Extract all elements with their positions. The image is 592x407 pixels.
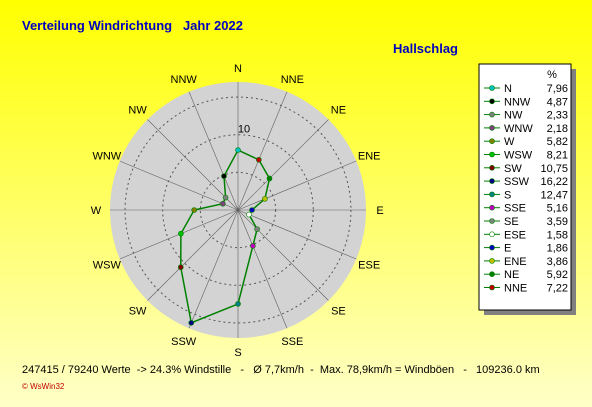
legend-swatch [489,165,495,171]
wind-point [191,207,197,213]
legend-value: 12,47 [540,189,568,201]
legend-label: W [504,136,515,148]
direction-label: NNE [281,74,304,86]
credit: © WsWin32 [22,382,65,391]
r-tick-label: 10 [238,124,250,136]
legend-label: WNW [504,123,533,135]
spoke [237,209,329,301]
legend-box [478,63,572,311]
legend-swatch [489,111,495,118]
direction-label: S [234,347,241,359]
legend-value: 1,58 [547,229,568,241]
wind-point [250,243,256,249]
chart-subtitle: Hallschlag [393,41,458,56]
direction-label: WNW [92,151,121,163]
wind-point [254,226,260,232]
legend-swatch [489,218,495,224]
legend-value: 2,18 [547,123,568,135]
spoke [147,209,239,301]
legend-label: E [504,243,511,255]
spoke [237,119,329,211]
spoke [119,160,239,211]
spoke [237,160,357,211]
legend-value: 5,16 [547,203,568,215]
legend-label: NNW [504,96,531,108]
direction-label: SSW [171,336,197,348]
footer: 247415 / 79240 Werte -> 24.3% Windstille… [22,364,540,376]
legend-value: 7,96 [547,83,568,95]
legend-label: WSW [504,150,533,162]
direction-label: ESE [358,259,380,271]
direction-label: E [376,205,383,217]
spoke [147,119,239,211]
legend-label: ESE [504,229,526,241]
legend-label: N [504,83,512,95]
legend-swatch [489,271,495,278]
legend-label: S [504,189,511,201]
wind-point [222,194,229,201]
wind-point [235,301,241,307]
legend-swatch [489,258,495,264]
direction-label: WSW [93,259,122,271]
legend-label: SE [504,216,519,228]
legend-value: 8,21 [547,150,568,162]
legend-label: SW [504,163,522,175]
direction-label: SE [331,305,346,317]
legend-label: NNE [504,283,527,295]
wind-point [246,211,252,218]
direction-label: ENE [358,151,381,163]
direction-label: W [91,205,102,217]
direction-label: SW [129,305,147,317]
direction-label: NW [128,105,147,117]
legend-label: SSE [504,203,526,215]
spoke [188,91,239,211]
legend-swatch [489,85,495,91]
legend-swatch [489,98,495,105]
spoke [188,209,239,329]
wind-point [256,156,262,163]
legend-swatch [489,244,495,251]
legend-swatch [489,125,495,131]
legend-swatch [489,178,495,184]
spoke [237,209,288,329]
legend-value: 3,59 [547,216,568,228]
legend-value: 3,86 [547,256,568,268]
legend-label: NW [504,110,523,122]
legend-value: 5,92 [547,269,568,281]
wind-point [177,264,184,271]
legend-swatch [489,231,495,238]
legend-value: 16,22 [540,176,568,188]
legend-swatch [489,191,495,198]
legend-label: SSW [504,176,530,188]
wind-point [221,173,227,179]
legend-swatch [489,138,495,144]
spoke [237,209,357,260]
legend-swatch [489,151,495,158]
wind-point [178,230,184,237]
direction-label: NNW [171,74,198,86]
legend-value: 4,87 [547,96,568,108]
wind-point [188,320,195,326]
legend-label: ENE [504,256,527,268]
direction-label: N [234,63,242,75]
legend-value: 10,75 [540,163,568,175]
wind-point [220,200,226,207]
spoke [237,91,288,211]
legend-value: 1,86 [547,243,568,255]
wind-point [249,207,255,213]
direction-label: SSE [281,336,303,348]
legend-value: 7,22 [547,283,568,295]
legend-swatch [489,204,495,211]
legend-value: 5,82 [547,136,568,148]
legend-header: % [547,69,557,81]
wind-point [266,175,273,182]
wind-point [262,196,268,202]
direction-label: NE [331,105,346,117]
wind-point [235,147,241,153]
legend-label: NE [504,269,519,281]
legend-value: 2,33 [547,110,568,122]
chart-title: Verteilung Windrichtung Jahr 2022 [22,18,243,33]
legend-swatch [489,284,495,291]
